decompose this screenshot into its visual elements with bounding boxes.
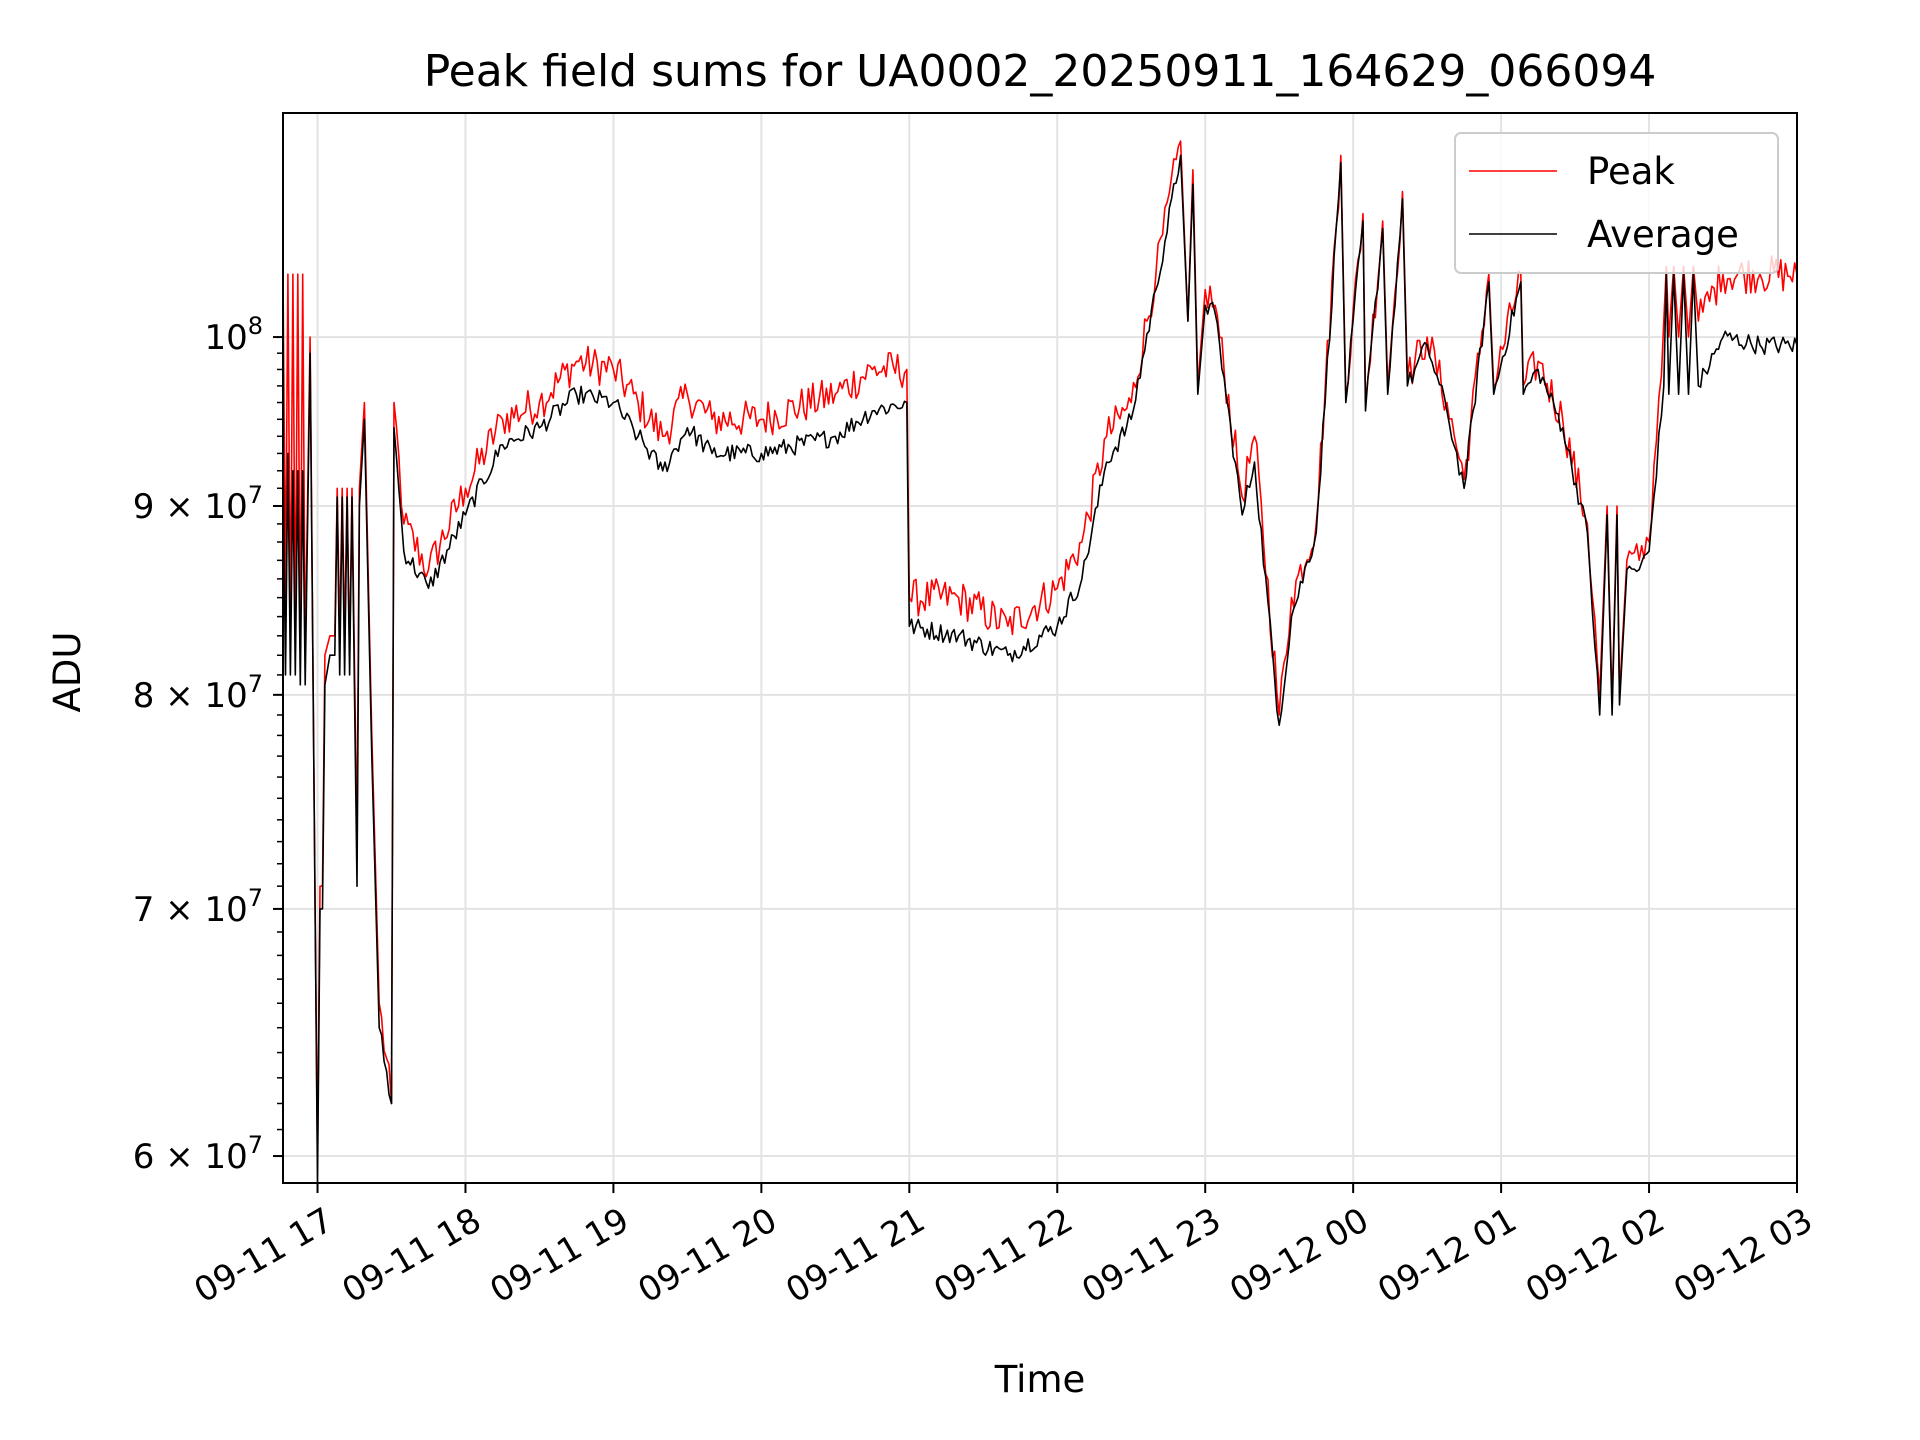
chart-title: Peak field sums for UA0002_20250911_1646… xyxy=(424,46,1657,97)
y-tick-label: 108 xyxy=(204,312,263,358)
legend-label-average: Average xyxy=(1587,213,1739,256)
legend-label-peak: Peak xyxy=(1587,150,1675,193)
series-line-peak xyxy=(283,140,1797,1157)
plot-frame xyxy=(282,112,1798,1184)
y-tick-label: 9 × 107 xyxy=(133,481,263,527)
legend-box xyxy=(1454,132,1779,274)
series-lines xyxy=(283,140,1797,1183)
x-axis-label: Time xyxy=(994,1358,1086,1401)
y-tick-label: 8 × 107 xyxy=(133,670,263,716)
y-axis-ticks: 6 × 107 7 × 107 8 × 107 9 × 107 108 xyxy=(133,312,283,1177)
y-tick-label: 7 × 107 xyxy=(133,884,263,930)
series-line-average xyxy=(283,154,1797,1183)
y-axis-label: ADU xyxy=(46,632,89,713)
legend: Peak Average xyxy=(1454,132,1779,274)
y-tick-label: 6 × 107 xyxy=(133,1131,263,1177)
